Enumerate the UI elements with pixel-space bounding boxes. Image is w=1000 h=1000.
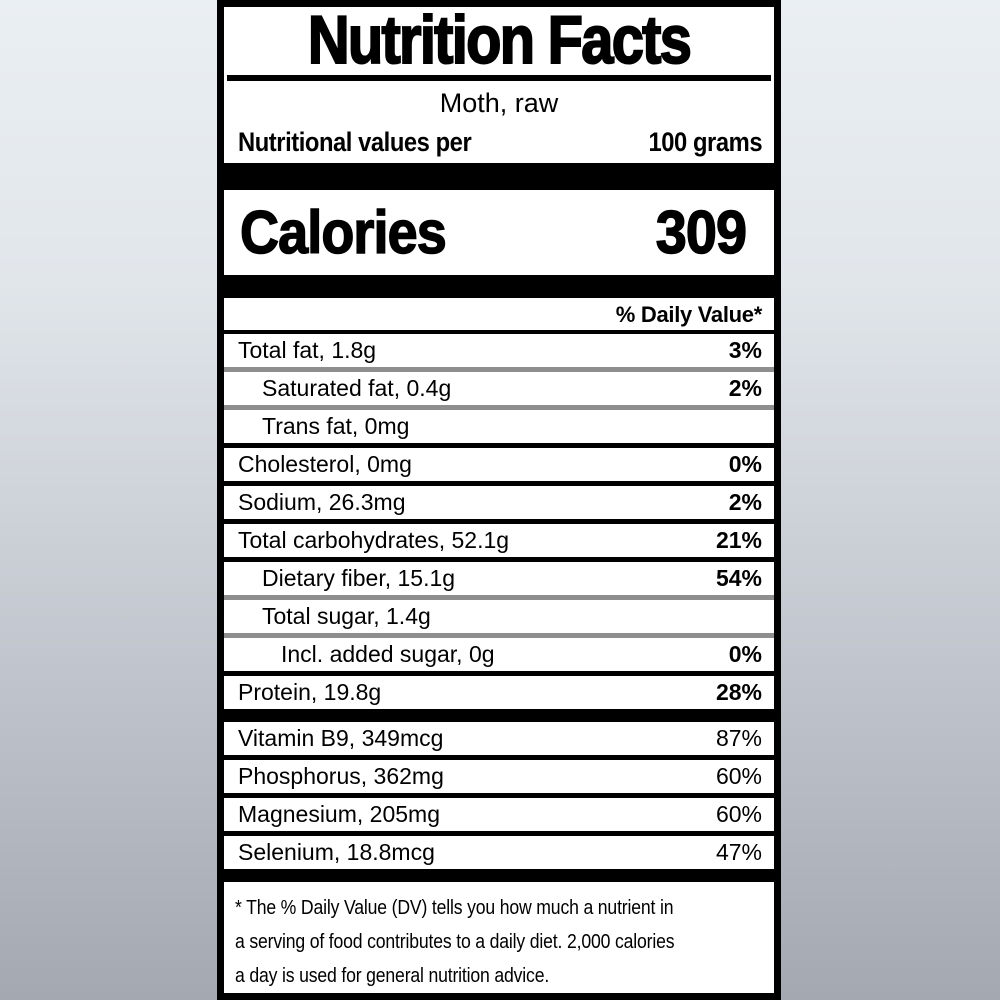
nutrient-row-vitamin-b9: Vitamin B9, 349mcg 87% xyxy=(224,722,774,760)
nutrient-daily-value: 0% xyxy=(728,640,762,667)
nutrient-name: Dietary fiber, 15.1g xyxy=(262,564,456,591)
nutrient-row-sodium: Sodium, 26.3mg 2% xyxy=(224,486,774,524)
footnote-line: a day is used for general nutrition advi… xyxy=(235,963,550,987)
product-name: Moth, raw xyxy=(439,87,559,118)
serving-label: Nutritional values per xyxy=(238,126,472,157)
nutrient-daily-value: 0% xyxy=(728,450,762,477)
nutrient-row-magnesium: Magnesium, 205mg 60% xyxy=(224,798,774,836)
nutrient-daily-value: 2% xyxy=(728,374,762,401)
nutrient-name: Phosphorus, 362mg xyxy=(238,762,444,789)
nutrient-name: Cholesterol, 0mg xyxy=(238,450,412,477)
serving-amount: 100 grams xyxy=(648,126,762,157)
nutrient-daily-value: 21% xyxy=(715,526,762,553)
nutrient-daily-value: 47% xyxy=(715,838,762,865)
nutrient-name: Total fat, 1.8g xyxy=(238,336,377,363)
nutrient-daily-value: 3% xyxy=(728,336,762,363)
calories-label: Calories xyxy=(239,198,447,267)
nutrient-daily-value: 87% xyxy=(715,724,762,751)
daily-value-divider xyxy=(224,329,774,334)
nutrient-name: Incl. added sugar, 0g xyxy=(281,640,495,667)
footnote-line: a serving of food contributes to a daily… xyxy=(235,929,675,953)
nutrition-facts-label: Nutrition Facts Moth, raw Nutritional va… xyxy=(217,0,781,1000)
nutrient-name: Total carbohydrates, 52.1g xyxy=(238,526,510,553)
nutrient-row-added-sugar: Incl. added sugar, 0g 0% xyxy=(224,638,774,676)
nutrient-row-phosphorus: Phosphorus, 362mg 60% xyxy=(224,760,774,798)
nutrient-name: Selenium, 18.8mcg xyxy=(238,838,435,865)
nutrient-daily-value: 2% xyxy=(728,488,762,515)
nutrient-name: Protein, 19.8g xyxy=(238,678,382,705)
serving-row: Nutritional values per 100 grams xyxy=(224,128,774,156)
daily-value-header: % Daily Value* xyxy=(615,301,763,327)
nutrient-row-saturated-fat: Saturated fat, 0.4g 2% xyxy=(224,372,774,410)
title-divider xyxy=(227,75,771,81)
nutrient-row-protein: Protein, 19.8g 28% xyxy=(224,676,774,709)
nutrient-name: Magnesium, 205mg xyxy=(238,800,440,827)
section-bar-macros-end xyxy=(224,708,774,722)
nutrient-row-selenium: Selenium, 18.8mcg 47% xyxy=(224,836,774,869)
nutrient-name: Trans fat, 0mg xyxy=(262,412,410,439)
calories-row: Calories 309 xyxy=(224,190,774,275)
section-bar-micros-end xyxy=(224,868,774,882)
nutrient-name: Saturated fat, 0.4g xyxy=(262,374,452,401)
daily-value-footnote: * The % Daily Value (DV) tells you how m… xyxy=(224,882,774,993)
section-bar-medium xyxy=(224,275,774,298)
nutrient-name: Total sugar, 1.4g xyxy=(262,602,431,629)
nutrient-daily-value: 28% xyxy=(715,678,762,705)
calories-value: 309 xyxy=(655,198,748,267)
nutrient-row-total-carbohydrates: Total carbohydrates, 52.1g 21% xyxy=(224,524,774,562)
nutrient-row-trans-fat: Trans fat, 0mg xyxy=(224,410,774,448)
nutrient-name: Sodium, 26.3mg xyxy=(238,488,406,515)
label-title: Nutrition Facts xyxy=(307,2,693,78)
nutrient-daily-value: 60% xyxy=(715,762,762,789)
nutrient-daily-value: 60% xyxy=(715,800,762,827)
nutrient-daily-value: 54% xyxy=(715,564,762,591)
nutrient-row-dietary-fiber: Dietary fiber, 15.1g 54% xyxy=(224,562,774,600)
section-bar-thick xyxy=(224,162,774,191)
nutrient-name: Vitamin B9, 349mcg xyxy=(238,724,444,751)
nutrient-row-total-sugar: Total sugar, 1.4g xyxy=(224,600,774,638)
footnote-line: * The % Daily Value (DV) tells you how m… xyxy=(235,895,674,919)
nutrient-row-cholesterol: Cholesterol, 0mg 0% xyxy=(224,448,774,486)
nutrient-row-total-fat: Total fat, 1.8g 3% xyxy=(224,334,774,372)
